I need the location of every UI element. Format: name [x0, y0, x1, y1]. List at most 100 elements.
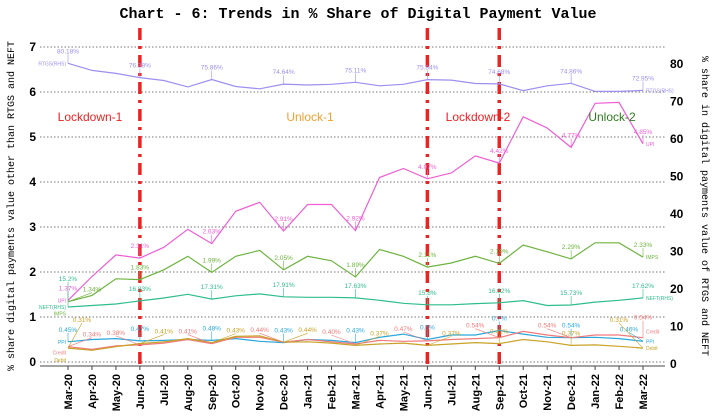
data-label: 4.42%: [490, 148, 509, 155]
data-label: 0.34%: [83, 332, 102, 339]
x-tick-label: May-20: [111, 374, 123, 411]
y-right-tick-label: 70: [670, 95, 684, 109]
data-label: 0.54%: [466, 323, 485, 330]
data-label: 1.83%: [131, 265, 150, 272]
label-leader: [67, 292, 93, 302]
x-tick-label: Sep-20: [207, 374, 219, 410]
data-label: 2.19%: [490, 248, 509, 255]
series-end-label: UPI: [646, 142, 654, 148]
data-label: 4.85%: [634, 129, 653, 136]
y-left-tick-label: 3: [29, 220, 36, 234]
series-end-label: RTGS(RHS): [646, 88, 674, 94]
data-label: 16.83%: [129, 286, 151, 293]
x-tick-label: Mar-20: [63, 374, 75, 409]
data-label: 75.84%: [416, 65, 438, 72]
x-tick-label: May-21: [398, 374, 410, 411]
x-tick-label: Aug-21: [470, 374, 482, 411]
series-start-label: NEFT(RHS): [39, 305, 66, 311]
label-leader: [475, 328, 500, 338]
y-left-tick-label: 0: [29, 355, 36, 369]
data-label: 0.54%: [634, 315, 653, 322]
data-label: 76.38%: [129, 63, 151, 70]
label-leader: [187, 334, 212, 344]
x-tick-label: Feb-22: [614, 374, 626, 409]
x-tick-label: Mar-22: [638, 374, 650, 409]
data-label: 0.38%: [107, 330, 126, 337]
data-label: 0.48%: [203, 325, 222, 332]
series-end-label: Credit: [646, 330, 660, 336]
x-tick-label: Dec-21: [566, 374, 578, 410]
y-left-tick-label: 4: [29, 175, 36, 189]
y-left-tick-label: 1: [29, 310, 36, 324]
data-label: 4.07%: [418, 164, 437, 171]
data-label: 17.31%: [201, 284, 223, 291]
data-label: 1.89%: [346, 262, 365, 269]
series-line-neftrhs: [67, 293, 644, 308]
series-end-label: NEFT(RHS): [646, 296, 673, 302]
data-label: 0.54%: [538, 323, 557, 330]
label-leader: [67, 337, 93, 347]
y-right-tick-label: 60: [670, 132, 684, 146]
gridlines: [40, 46, 665, 363]
y-left-tick-label: 5: [29, 130, 36, 144]
chart-title: Chart - 6: Trends in % Share of Digital …: [119, 6, 597, 23]
data-label: 2.29%: [562, 244, 581, 251]
series-end-label: PPI: [646, 339, 654, 345]
series-start-label: RTGS(RHS): [38, 61, 66, 67]
data-label: 2.05%: [274, 255, 293, 262]
phase-annotation: Unlock-2: [588, 110, 636, 124]
series-end-label: IMPS: [646, 255, 659, 261]
label-leader: [115, 335, 140, 346]
x-tick-label: Jun-21: [422, 374, 434, 409]
data-label: 74.68%: [488, 69, 510, 76]
label-leader: [628, 332, 644, 342]
series-start-label: PPI: [58, 340, 66, 346]
data-label: 17.63%: [344, 283, 366, 290]
data-label: 17.62%: [632, 283, 654, 290]
label-leader: [427, 336, 452, 346]
label-leader: [618, 322, 644, 349]
data-label: 0.31%: [610, 317, 629, 324]
data-label: 15.8%: [418, 290, 437, 297]
y-left-tick-label: 2: [29, 265, 36, 279]
data-label: 75.86%: [201, 65, 223, 72]
data-label: 1.34%: [83, 287, 102, 294]
y-right-tick-label: 80: [670, 57, 684, 71]
phase-annotation: Lockdown-2: [446, 110, 511, 124]
x-tick-label: Nov-21: [542, 374, 554, 411]
x-tick-label: Apr-21: [374, 374, 386, 409]
data-label: 0.46%: [620, 326, 639, 333]
x-tick-label: Jan-22: [590, 374, 602, 409]
label-leader: [139, 334, 164, 344]
phase-annotation: Unlock-1: [286, 110, 334, 124]
data-label: 0.43%: [346, 328, 365, 335]
series-start-label: Debit: [54, 358, 66, 364]
data-labels: RTGS(RHS) RTGS(RHS) NEFT(RHS) NEFT(RHS) UPI U…: [38, 48, 674, 364]
y-left-tick-label: 6: [29, 85, 36, 99]
y-axis-left-label: % share digital payments value other tha…: [6, 41, 18, 371]
data-label: 74.86%: [560, 68, 582, 75]
y-right-tick-label: 0: [670, 357, 677, 371]
label-leader: [211, 333, 236, 343]
data-label: 0.43%: [274, 328, 293, 335]
x-tick-label: Jul-21: [446, 374, 458, 406]
data-label: 0.37%: [442, 330, 461, 337]
data-label: 15.73%: [560, 290, 582, 297]
y-right-tick-label: 40: [670, 207, 684, 221]
data-label: 0.41%: [155, 329, 174, 336]
label-leader: [259, 332, 284, 343]
data-label: 0.54%: [562, 323, 581, 330]
x-tick-label: Oct-21: [518, 374, 530, 408]
x-tick-label: Jan-21: [303, 374, 315, 409]
x-tick-label: Oct-20: [231, 374, 243, 408]
x-tick-label: Aug-20: [183, 374, 195, 411]
data-label: 2.92%: [346, 216, 365, 223]
data-label: 74.64%: [273, 69, 295, 76]
data-label: 2.91%: [274, 216, 293, 223]
phase-annotations: Lockdown-1 Unlock-1 Lockdown-2 Unlock-2: [58, 110, 636, 124]
data-label: 0.37%: [562, 330, 581, 337]
label-leader: [355, 336, 380, 346]
data-label: 2.33%: [634, 242, 653, 249]
